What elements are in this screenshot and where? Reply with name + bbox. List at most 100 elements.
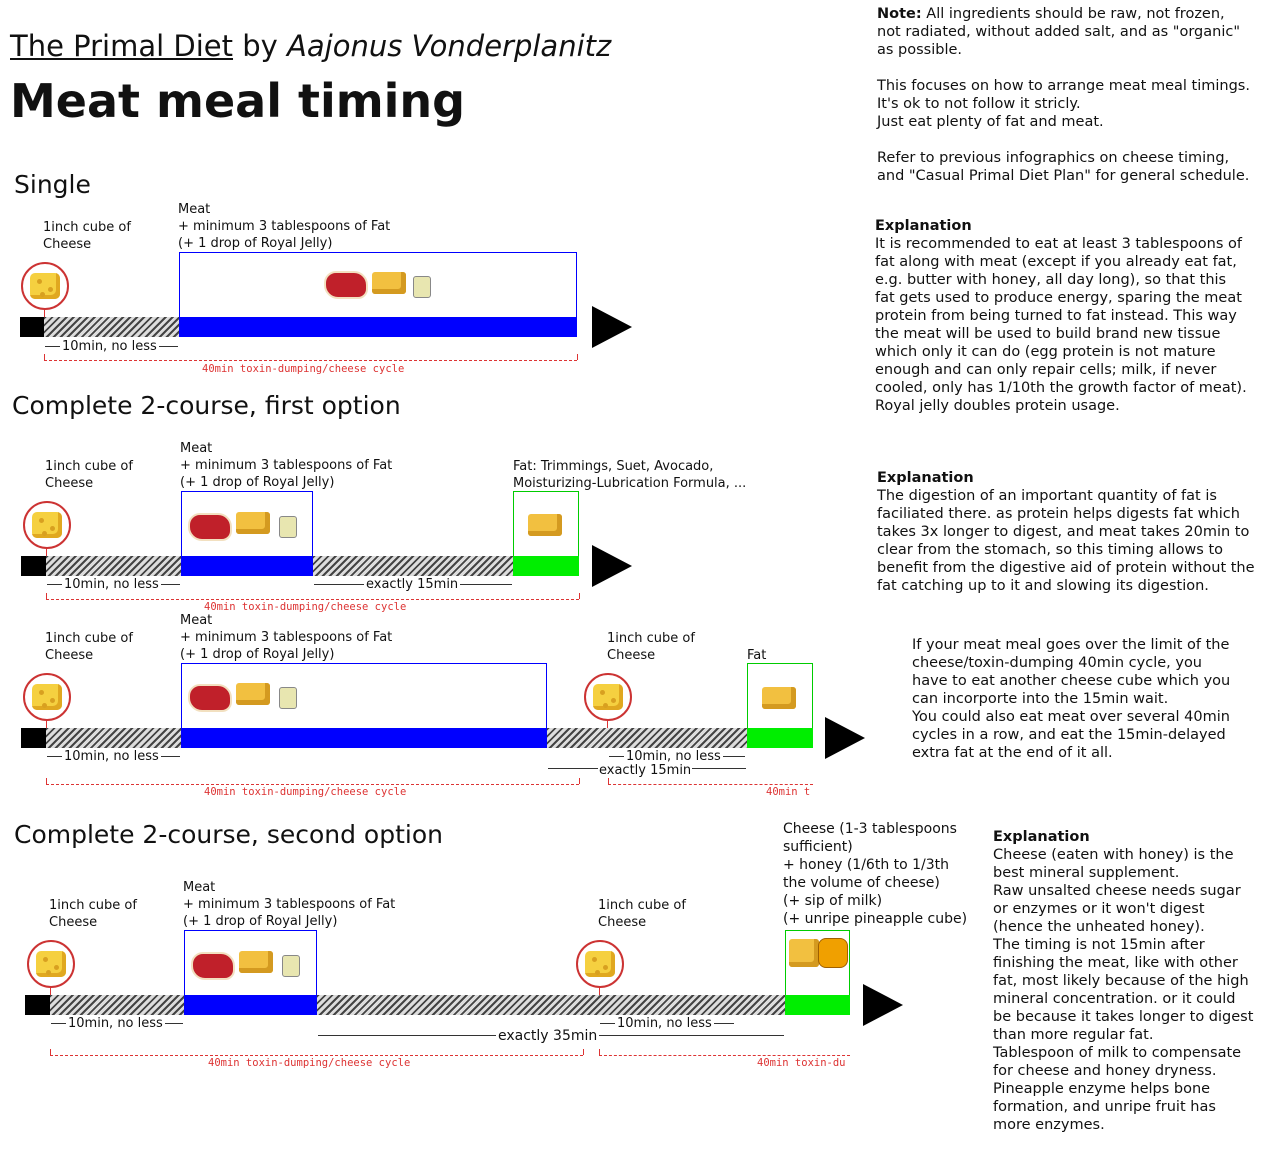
cheese-label: 1inch cube of Cheese xyxy=(607,631,695,663)
time-arrow xyxy=(592,545,632,587)
wait-label: 10min, no less xyxy=(624,748,723,765)
meat-bar xyxy=(184,995,317,1015)
wait-bar xyxy=(547,728,747,748)
explanation-3: Explanation Cheese (eaten with honey) is… xyxy=(993,828,1253,1134)
cheese-label: 1inch cube of Cheese xyxy=(598,898,686,930)
cheese-label: 1inch cube of Cheese xyxy=(45,631,133,663)
meat-bar xyxy=(181,556,313,576)
explanation-3-title: Explanation xyxy=(993,829,1090,845)
steak-icon xyxy=(191,952,235,980)
explanation-1-text: It is recommended to eat at least 3 tabl… xyxy=(875,236,1247,414)
cycle-tick xyxy=(50,1049,51,1055)
fat-bracket xyxy=(513,491,579,558)
section-title-complete-2: Complete 2-course, second option xyxy=(14,820,443,849)
meat-label: Meat + minimum 3 tablespoons of Fat (+ 1… xyxy=(180,613,393,662)
wait-label: 10min, no less xyxy=(615,1015,714,1032)
wait-bar xyxy=(46,728,181,748)
cheese-honey-label: Cheese (1-3 tablespoons sufficient) + ho… xyxy=(783,821,968,927)
by-text: by xyxy=(242,29,278,63)
time-arrow xyxy=(592,306,632,348)
section-title-single: Single xyxy=(14,170,91,199)
explanation-2-text: The digestion of an important quantity o… xyxy=(877,488,1255,594)
wait-label: 10min, no less xyxy=(62,748,161,765)
wait-label: 10min, no less xyxy=(62,576,161,593)
cycle-line xyxy=(608,784,813,785)
time-arrow xyxy=(825,717,865,759)
meat-bracket xyxy=(179,252,577,319)
meat-bracket xyxy=(181,663,547,730)
cheese-honey-bracket xyxy=(785,930,850,997)
fat-label: Fat xyxy=(747,648,767,663)
start-block xyxy=(25,995,50,1015)
cheese-icon xyxy=(576,940,624,988)
wait-label: 10min, no less xyxy=(66,1015,165,1032)
wait-bar xyxy=(50,995,184,1015)
cycle-label: 40min toxin-du xyxy=(757,1057,846,1069)
cheese-honey-bar xyxy=(785,995,850,1015)
wait-bar xyxy=(46,556,181,576)
cycle-tick xyxy=(44,354,45,360)
note-block: Note: All ingredients should be raw, not… xyxy=(877,5,1250,185)
wait-bar xyxy=(317,995,785,1015)
steak-icon xyxy=(188,684,232,712)
fat-options-label: Fat: Trimmings, Suet, Avocado, Moisturiz… xyxy=(513,459,747,491)
wait-label: exactly 35min xyxy=(496,1028,600,1045)
cycle-line xyxy=(50,1055,583,1056)
wait-bar xyxy=(313,556,513,576)
cycle-tick xyxy=(579,778,580,784)
cycle-line xyxy=(46,784,579,785)
butter-icon xyxy=(372,272,406,294)
cheese-icon xyxy=(23,673,71,721)
cheese-icon xyxy=(23,501,71,549)
cycle-label: 40min toxin-dumping/cheese cycle xyxy=(204,601,407,613)
cheese-label: 1inch cube of Cheese xyxy=(45,459,133,491)
meat-label: Meat + minimum 3 tablespoons of Fat (+ 1… xyxy=(183,880,396,929)
cycle-tick xyxy=(46,593,47,599)
royal-jelly-icon xyxy=(282,955,300,977)
fat-bracket xyxy=(747,663,813,730)
explanation-1-title: Explanation xyxy=(875,218,972,234)
time-arrow xyxy=(863,984,903,1026)
wait-label: exactly 15min xyxy=(598,762,693,779)
cycle-tick xyxy=(579,593,580,599)
cycle-line xyxy=(46,599,579,600)
note-label: Note: xyxy=(877,6,922,22)
cycle-label: 40min toxin-dumping/cheese cycle xyxy=(204,786,407,798)
wait-label: 10min, no less xyxy=(60,338,159,355)
fat-bar xyxy=(747,728,813,748)
butter-icon xyxy=(528,514,562,536)
meat-label: Meat + minimum 3 tablespoons of Fat (+ 1… xyxy=(178,202,391,251)
page-title: Meat meal timing xyxy=(10,74,466,128)
royal-jelly-icon xyxy=(279,687,297,709)
meat-bar xyxy=(181,728,547,748)
start-block xyxy=(20,317,44,337)
meat-bracket xyxy=(181,491,313,558)
cycle-label: 40min toxin-dumping/cheese cycle xyxy=(208,1057,411,1069)
cycle-tick xyxy=(577,354,578,360)
cycle-tick xyxy=(583,1049,584,1055)
author-name: Aajonus Vonderplanitz xyxy=(287,29,612,63)
honey-jar-icon xyxy=(818,938,848,968)
cheese-portion-icon xyxy=(789,939,819,967)
overflow-note: If your meat meal goes over the limit of… xyxy=(912,637,1231,761)
header-line: The Primal Diet by Aajonus Vonderplanitz xyxy=(10,32,611,61)
cycle-line xyxy=(599,1055,850,1056)
cheese-icon xyxy=(27,940,75,988)
note-text: All ingredients should be raw, not froze… xyxy=(877,6,1250,184)
section-title-complete-1: Complete 2-course, first option xyxy=(12,391,401,420)
cycle-label: 40min toxin-dumping/cheese cycle xyxy=(202,363,405,375)
fat-bar xyxy=(513,556,579,576)
wait-label: exactly 15min xyxy=(364,576,461,593)
butter-icon xyxy=(762,687,796,709)
wait-bar xyxy=(44,317,179,337)
cycle-label: 40min t xyxy=(766,786,811,798)
meat-bar xyxy=(179,317,577,337)
cycle-tick xyxy=(599,1049,600,1055)
meat-label: Meat + minimum 3 tablespoons of Fat (+ 1… xyxy=(180,441,393,490)
explanation-2: Explanation The digestion of an importan… xyxy=(877,469,1255,595)
butter-icon xyxy=(236,512,270,534)
start-block xyxy=(21,556,46,576)
royal-jelly-icon xyxy=(279,516,297,538)
book-title: The Primal Diet xyxy=(10,29,234,63)
cheese-label: 1inch cube of Cheese xyxy=(43,220,131,252)
